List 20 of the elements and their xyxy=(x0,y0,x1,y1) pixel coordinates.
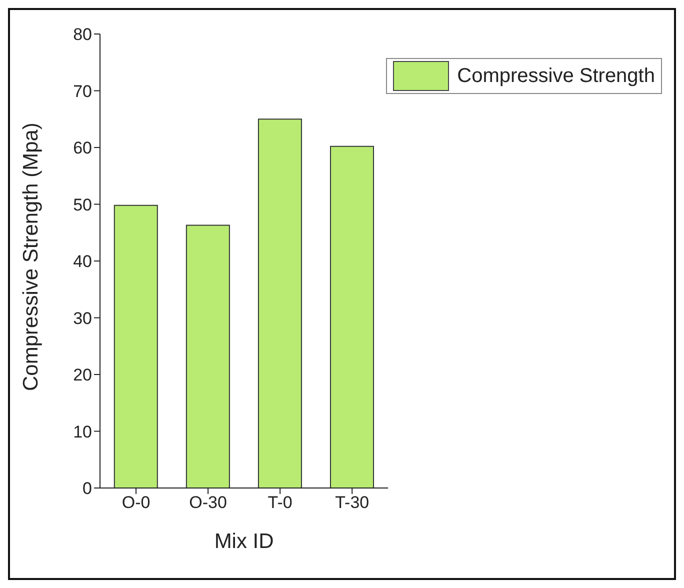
bar xyxy=(258,118,302,488)
y-tick-label: 50 xyxy=(73,195,92,214)
y-tick-label: 0 xyxy=(82,479,92,498)
y-axis-title: Compressive Strength (Mpa) xyxy=(19,122,42,391)
y-tick-label: 20 xyxy=(73,366,92,385)
x-tick-label: O-0 xyxy=(122,493,150,512)
x-tick-label: O-30 xyxy=(189,493,227,512)
bar xyxy=(114,204,158,488)
x-tick-label: T-0 xyxy=(268,493,292,512)
y-tick-label: 70 xyxy=(73,82,92,101)
x-axis-title: Mix ID xyxy=(214,530,274,553)
y-tick-label: 80 xyxy=(73,25,92,44)
legend-label: Compressive Strength xyxy=(457,64,655,88)
y-tick-label: 10 xyxy=(73,422,92,442)
x-tick-label: T-30 xyxy=(335,493,370,512)
bar xyxy=(330,146,374,488)
y-tick-label: 60 xyxy=(73,138,92,158)
y-tick-label: 40 xyxy=(73,252,92,272)
y-tick-label: 30 xyxy=(73,308,92,328)
bar xyxy=(186,224,230,488)
